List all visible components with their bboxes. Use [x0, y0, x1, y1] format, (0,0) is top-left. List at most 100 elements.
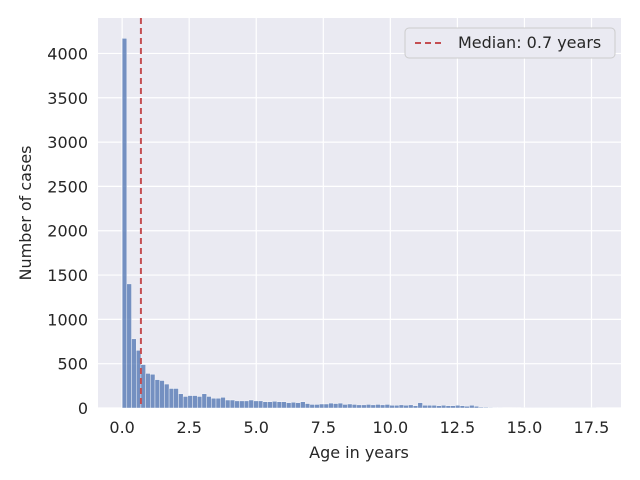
x-axis-title: Age in years [309, 443, 409, 462]
histogram-bar [290, 402, 297, 409]
histogram-bar [356, 404, 362, 409]
histogram-bar [323, 403, 329, 409]
histogram-bar [182, 396, 189, 409]
histogram-bar [197, 396, 203, 409]
histogram-bar [253, 400, 259, 409]
x-tick-label: 12.5 [440, 418, 476, 437]
histogram-bar [154, 379, 160, 409]
histogram-bar [178, 393, 184, 409]
histogram-bar [234, 400, 240, 409]
histogram-bar [258, 400, 264, 409]
legend-box [404, 27, 616, 59]
y-tick-label: 3000 [47, 133, 88, 152]
histogram-bar [384, 404, 390, 409]
y-tick-label: 4000 [47, 44, 88, 63]
histogram-bar [126, 283, 132, 409]
histogram-bar [422, 405, 428, 409]
histogram-bar [469, 405, 475, 409]
legend-median-label: Median: 0.7 years [458, 33, 601, 52]
histogram-bar [488, 407, 494, 409]
histogram-bar [366, 404, 372, 409]
histogram-bar [239, 400, 245, 409]
histogram-bar [309, 404, 315, 409]
histogram-bar [314, 404, 320, 409]
histogram-bar [455, 405, 461, 409]
histogram-bar [131, 338, 137, 409]
histogram-bar [220, 397, 226, 409]
histogram-bar [436, 405, 442, 409]
histogram-bar [145, 373, 151, 409]
histogram-bar [328, 402, 334, 409]
histogram-bar [150, 374, 156, 409]
x-tick-label: 15.0 [507, 418, 543, 437]
x-axis-ticks: 0.0 2.5 5.0 7.5 10.0 12.5 15.0 17.5 [109, 418, 609, 437]
x-tick-label: 2.5 [176, 418, 201, 437]
y-tick-label: 2000 [47, 222, 88, 241]
histogram-bar [445, 405, 451, 409]
histogram-bar [417, 402, 423, 409]
histogram-bar [206, 396, 212, 409]
x-tick-label: 7.5 [311, 418, 336, 437]
histogram-bar [361, 404, 367, 409]
histogram-bar [295, 402, 301, 409]
histogram-bar [286, 402, 292, 409]
histogram-bar [121, 38, 128, 409]
histogram-bar [201, 393, 207, 409]
x-tick-label: 5.0 [244, 418, 269, 437]
y-tick-label: 500 [57, 355, 88, 374]
histogram-bar [187, 395, 193, 409]
histogram-bar [267, 401, 273, 409]
histogram-bar [229, 399, 235, 409]
histogram-bar [319, 403, 325, 409]
histogram-bar [431, 405, 437, 409]
y-axis-ticks: 0 500 1000 1500 2000 2500 3000 3500 4000 [47, 44, 88, 418]
y-axis-title: Number of cases [16, 146, 35, 281]
histogram-bar [370, 404, 376, 409]
histogram-bar [215, 398, 221, 409]
histogram-bar [300, 401, 306, 409]
histogram-bar [192, 395, 198, 409]
histogram-bar [427, 405, 433, 409]
histogram-bar [211, 398, 217, 409]
histogram-bar [389, 405, 395, 409]
histogram-bar [483, 407, 489, 409]
legend: Median: 0.7 years [404, 27, 616, 59]
histogram-bar [347, 403, 353, 409]
histogram-bar [394, 405, 400, 409]
x-tick-label: 17.5 [574, 418, 610, 437]
histogram-bar [281, 401, 287, 409]
histogram-bar [412, 405, 419, 409]
x-tick-label: 0.0 [109, 418, 134, 437]
histogram-bar [408, 404, 414, 409]
histogram-bar [173, 388, 179, 409]
histogram-bar [248, 399, 254, 409]
histogram-bar [262, 401, 268, 409]
y-tick-label: 1000 [47, 310, 88, 329]
plot-background [98, 18, 621, 408]
histogram-bar [272, 401, 278, 409]
histogram-bar [441, 405, 447, 409]
histogram-bar [337, 402, 343, 409]
y-tick-label: 1500 [47, 266, 88, 285]
histogram-bar [478, 406, 484, 409]
histogram-bar [375, 404, 381, 409]
y-tick-label: 3500 [47, 89, 88, 108]
histogram-bar [464, 406, 470, 409]
histogram-bar [333, 403, 339, 409]
x-tick-label: 10.0 [373, 418, 409, 437]
histogram-bar [164, 383, 170, 409]
histogram-bar [168, 388, 174, 409]
histogram-bar [459, 405, 465, 409]
y-tick-label: 2500 [47, 177, 88, 196]
histogram-bar [380, 404, 386, 409]
histogram-bar [398, 404, 404, 409]
histogram-bar [473, 406, 480, 409]
histogram-bar [243, 400, 250, 409]
histogram-bar [450, 405, 456, 409]
histogram-bar [342, 404, 348, 409]
histogram-bar [225, 399, 231, 409]
y-tick-label: 0 [78, 399, 88, 418]
histogram-bar [403, 405, 409, 409]
histogram-bar [351, 404, 358, 409]
